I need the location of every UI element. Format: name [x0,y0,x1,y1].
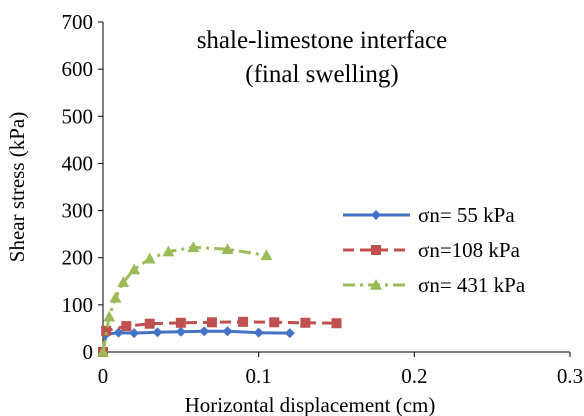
legend-item: σn= 55 kPa [343,203,515,227]
x-tick-label: 0.2 [401,364,427,388]
data-point [238,316,249,327]
data-point [97,346,109,357]
data-point [175,326,186,337]
data-point [101,325,112,336]
data-point [300,317,311,328]
data-point [143,252,156,264]
data-point [162,245,175,257]
legend-marker [371,245,381,255]
data-point [331,318,342,329]
legend: σn= 55 kPa σn=108 kPa σn= 431 kPa [343,203,526,297]
data-point [222,326,233,337]
y-tick-label: 700 [62,10,94,34]
data-point [113,327,124,338]
y-tick-label: 0 [83,340,94,364]
legend-label: σn=108 kPa [418,238,521,262]
y-tick-label: 100 [62,293,94,317]
series-line [101,329,290,353]
x-tick-label: 0.1 [246,364,272,388]
data-point [284,328,295,339]
legend-label: σn= 431 kPa [418,273,526,297]
chart-title-line-1: shale-limestone interface [197,27,448,54]
data-point [144,318,155,329]
data-point [152,327,163,338]
chart-title-line-2: (final swelling) [245,61,398,88]
data-point [129,328,140,339]
plot-area: 0 100 200 300 400 500 600 700 0 0.1 0.2 0.3 [62,10,584,388]
legend-marker [370,279,382,290]
legend-item: σn= 431 kPa [343,273,526,297]
y-tick-label: 400 [62,151,94,175]
legend-item: σn=108 kPa [343,238,521,262]
data-point [253,327,264,338]
legend-marker [371,210,381,220]
data-point [269,317,280,328]
x-tick-label: 0 [98,364,109,388]
data-point [175,317,186,328]
legend-label: σn= 55 kPa [418,203,515,227]
data-point [121,321,132,332]
data-point [187,241,200,253]
y-tick-label: 600 [62,57,94,81]
data-point [199,326,210,337]
data-point [103,310,116,322]
series-3 [97,241,273,357]
series-line [101,320,337,353]
data-point [117,276,130,288]
series-layer [97,241,342,357]
x-tick-label: 0.3 [557,364,583,388]
y-axis-label: Shear stress (kPa) [5,112,29,262]
x-axis-label: Horizontal displacement (cm) [185,393,436,416]
data-point [128,263,141,275]
data-point [206,317,217,328]
series-line [101,245,267,353]
y-tick-label: 200 [62,246,94,270]
y-tick-label: 500 [62,104,94,128]
data-point [260,249,273,261]
y-axis-ticks: 0 100 200 300 400 500 600 700 [62,10,103,364]
data-point [221,243,234,255]
x-axis-ticks: 0 0.1 0.2 0.3 [98,352,583,388]
data-point [109,291,122,303]
y-tick-label: 300 [62,199,94,223]
